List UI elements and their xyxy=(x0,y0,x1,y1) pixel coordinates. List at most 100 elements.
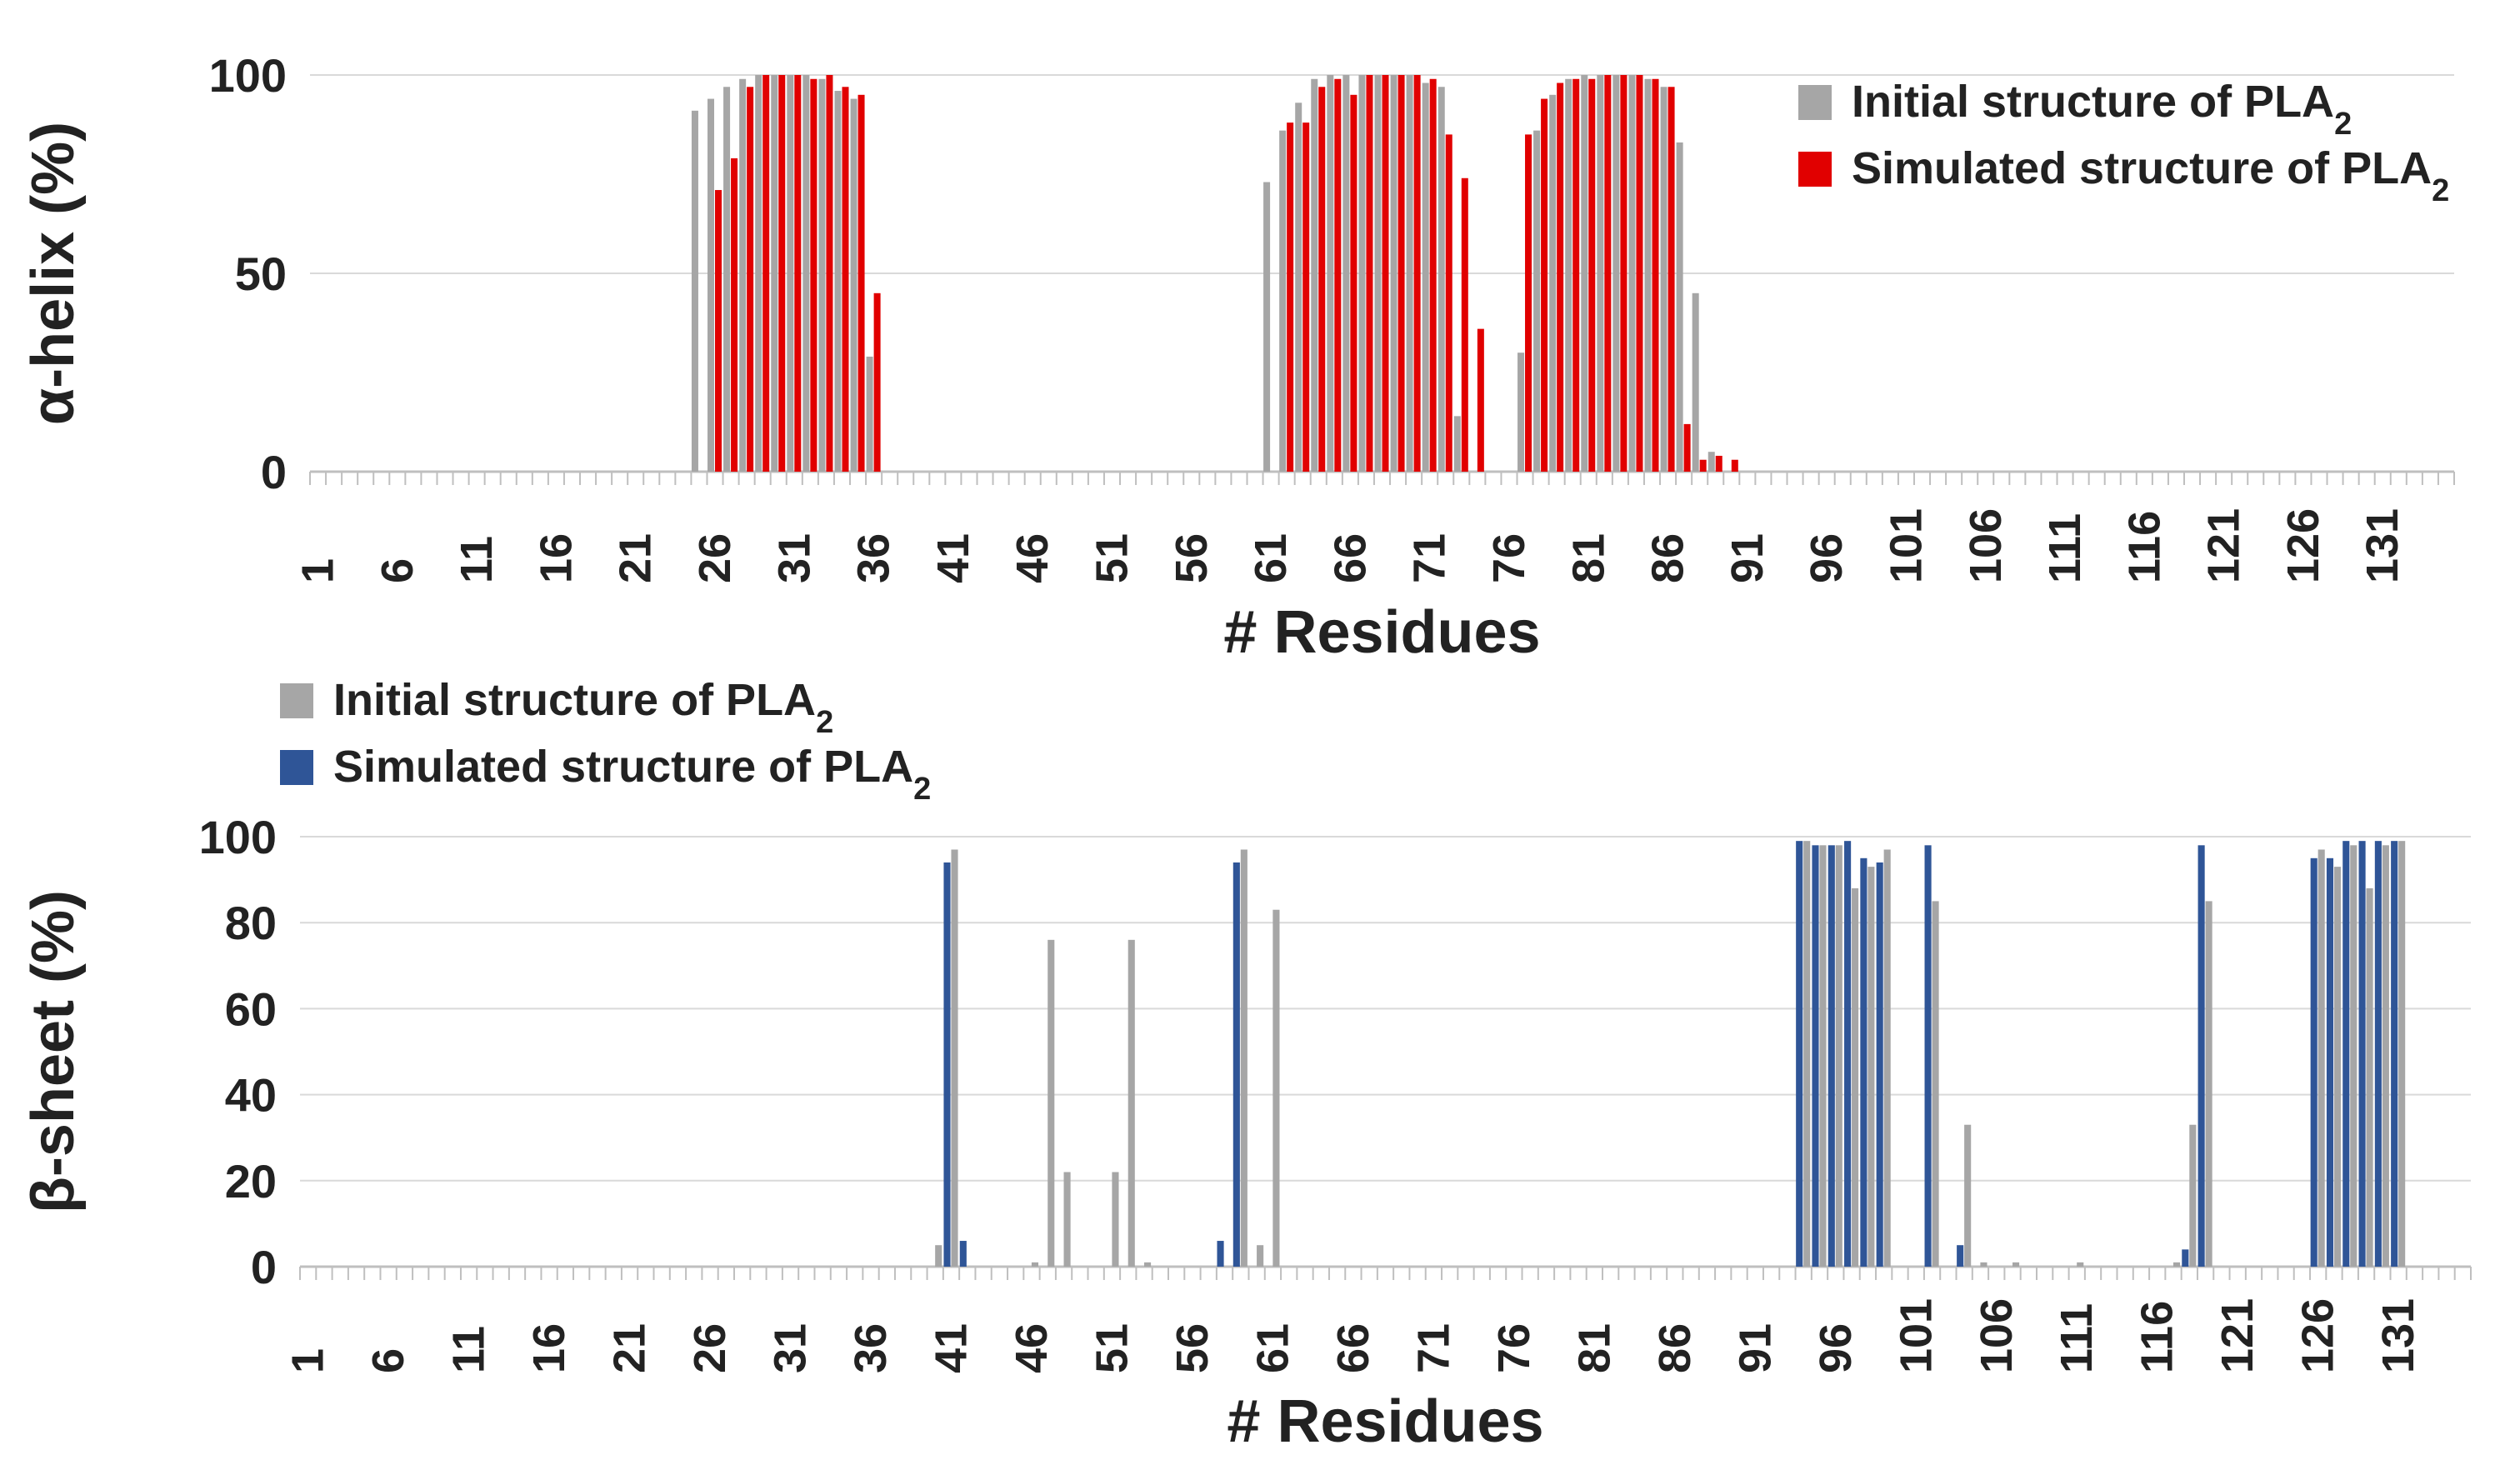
bar-initial xyxy=(1868,867,1875,1267)
y-tick-label: 100 xyxy=(199,811,277,863)
y-tick-label: 40 xyxy=(225,1069,277,1122)
bar-initial xyxy=(935,1245,942,1267)
bar-initial xyxy=(1692,292,1699,472)
bar-simulated xyxy=(1287,122,1294,472)
y-tick-label: 100 xyxy=(209,49,287,102)
legend-swatch xyxy=(1798,152,1832,187)
bar-initial xyxy=(1422,82,1429,472)
bar-initial xyxy=(1374,75,1382,472)
x-tick-label: 31 xyxy=(766,1323,816,1373)
bar-initial xyxy=(1628,75,1636,472)
x-tick-label: 61 xyxy=(1248,1323,1298,1373)
bar-simulated xyxy=(1620,75,1628,472)
y-tick-label: 80 xyxy=(225,897,277,949)
bar-initial xyxy=(951,849,958,1267)
bar-simulated xyxy=(2326,858,2334,1267)
x-tick-label: 106 xyxy=(1972,1298,2022,1373)
x-tick-label: 46 xyxy=(1007,1323,1057,1373)
bar-initial xyxy=(1358,75,1366,472)
bar-simulated xyxy=(1366,75,1373,472)
bar-simulated xyxy=(1812,845,1819,1267)
x-tick-label: 66 xyxy=(1328,1323,1378,1373)
bar-simulated xyxy=(1398,75,1405,472)
bar-initial xyxy=(708,98,715,472)
bar-initial xyxy=(2350,845,2358,1267)
y-tick-label: 50 xyxy=(235,248,287,300)
bar-simulated xyxy=(2358,841,2366,1267)
bar-initial xyxy=(2382,845,2389,1267)
x-tick-label: 101 xyxy=(1881,508,1931,583)
bar-initial xyxy=(2398,841,2406,1267)
bar-simulated xyxy=(1796,841,1803,1267)
x-tick-label: 126 xyxy=(2278,508,2328,583)
bar-simulated xyxy=(1572,78,1580,472)
bar-simulated xyxy=(1588,78,1596,472)
bar-initial xyxy=(1612,75,1620,472)
y-tick-label: 20 xyxy=(225,1155,277,1208)
bar-simulated xyxy=(731,158,738,472)
bar-initial xyxy=(1279,130,1287,472)
bar-initial xyxy=(771,75,778,472)
x-tick-label: 96 xyxy=(1811,1323,1861,1373)
bar-initial xyxy=(1660,87,1668,472)
bar-initial xyxy=(1342,75,1350,472)
bar-simulated xyxy=(1217,1241,1224,1267)
x-tick-label: 76 xyxy=(1489,1323,1539,1373)
bar-simulated xyxy=(762,75,770,472)
x-tick-label: 91 xyxy=(1730,1323,1780,1373)
x-tick-label: 11 xyxy=(452,536,502,583)
x-tick-label: 121 xyxy=(2199,508,2249,583)
x-tick-label: 86 xyxy=(1650,1323,1700,1373)
bar-initial xyxy=(834,91,842,472)
legend-label-subscript: 2 xyxy=(2334,107,2352,142)
bar-initial xyxy=(1980,1262,1988,1267)
bar-initial xyxy=(2172,1262,2181,1267)
bar-simulated xyxy=(778,75,786,472)
x-tick-label: 96 xyxy=(1802,533,1852,583)
bar-simulated xyxy=(826,75,833,472)
y-axis-title: α-helix (%) xyxy=(20,122,87,425)
bar-initial xyxy=(1295,102,1302,472)
x-tick-label: 6 xyxy=(372,558,422,583)
bar-simulated xyxy=(1604,75,1612,472)
x-axis-title: # Residues xyxy=(1223,599,1540,666)
y-tick-label: 0 xyxy=(251,1241,277,1293)
x-tick-label: 51 xyxy=(1087,533,1137,583)
x-tick-label: 11 xyxy=(444,1326,494,1373)
x-tick-label: 56 xyxy=(1168,1323,1218,1373)
bar-initial xyxy=(1263,182,1271,472)
bar-simulated xyxy=(1541,98,1548,472)
bar-simulated xyxy=(715,190,722,472)
legend-label: Initial structure of PLA2 xyxy=(1852,77,2352,142)
x-tick-label: 71 xyxy=(1408,1323,1458,1373)
bar-initial xyxy=(1272,909,1280,1267)
bar-simulated xyxy=(2342,841,2350,1267)
legend-swatch xyxy=(280,750,313,785)
y-axis-title: β-sheet (%) xyxy=(20,890,87,1213)
bar-simulated xyxy=(858,94,865,472)
bar-simulated xyxy=(959,1241,967,1267)
legend-label-subscript: 2 xyxy=(2432,173,2449,208)
bar-simulated xyxy=(1461,178,1468,472)
bar-simulated xyxy=(747,87,754,472)
bar-initial xyxy=(2318,849,2325,1267)
bar-initial xyxy=(1964,1124,1972,1267)
bar-initial xyxy=(1453,416,1461,472)
bar-initial xyxy=(1327,75,1334,472)
bar-initial xyxy=(1257,1245,1264,1267)
bar-simulated xyxy=(1715,455,1722,472)
bar-initial xyxy=(1835,845,1842,1267)
legend-label: Initial structure of PLA2 xyxy=(333,675,833,740)
legend-label: Simulated structure of PLA2 xyxy=(1852,143,2449,208)
x-tick-label: 76 xyxy=(1484,533,1534,583)
bar-initial xyxy=(1819,845,1827,1267)
bar-initial xyxy=(850,98,858,472)
bar-initial xyxy=(723,87,731,472)
bar-initial xyxy=(1031,1262,1039,1267)
bar-simulated xyxy=(1318,87,1326,472)
bar-simulated xyxy=(1828,845,1835,1267)
x-tick-label: 36 xyxy=(846,1323,896,1373)
bar-simulated xyxy=(810,78,818,472)
bar-simulated xyxy=(1699,459,1707,472)
